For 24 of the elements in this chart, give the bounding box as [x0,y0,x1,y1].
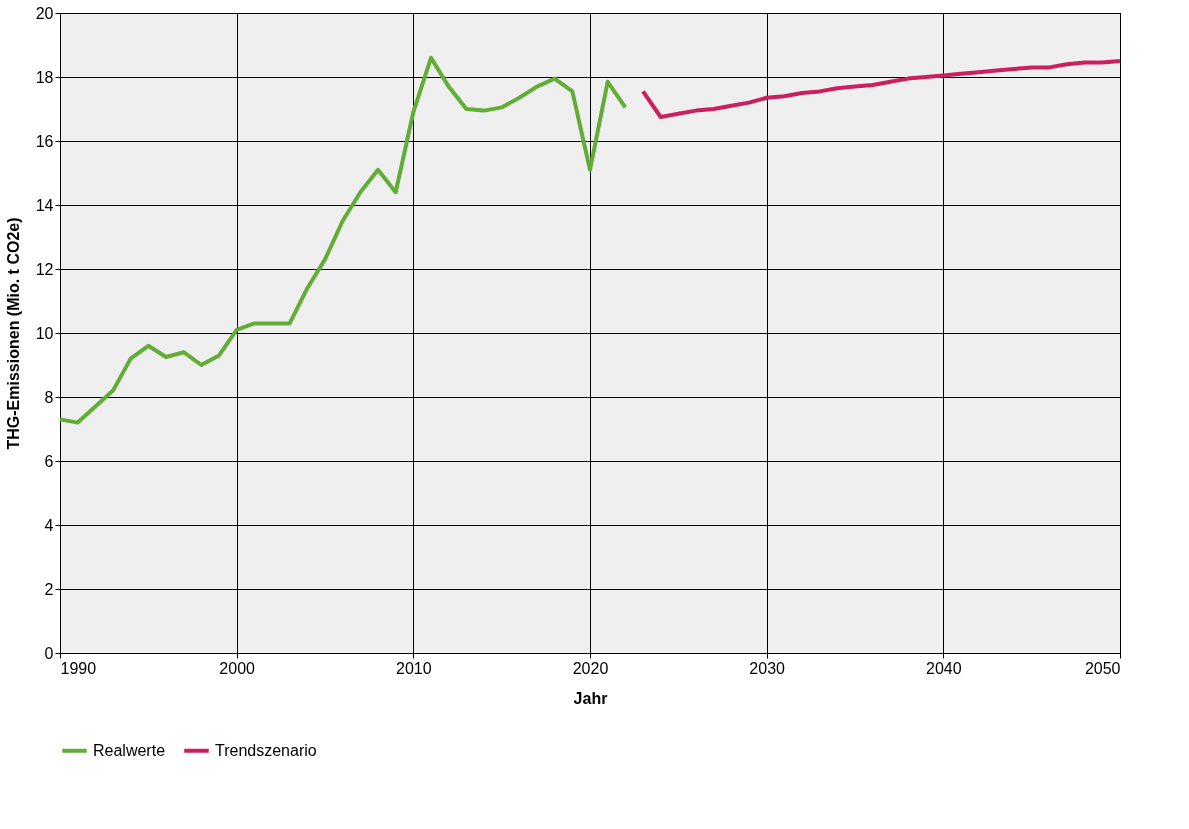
y-tick-label: 0 [44,644,54,662]
y-tick-label: 16 [35,132,54,150]
line-series [641,59,1122,119]
x-tick-label: 1990 [60,659,97,677]
y-tick-label: 2 [44,580,54,598]
line-series [58,55,628,425]
y-tick-label: 12 [35,260,54,278]
x-tick-label: 2050 [1084,659,1121,677]
y-tick-label: 18 [35,68,54,86]
y-tick-label: 10 [35,324,54,342]
x-tick-label: 2040 [926,659,962,677]
x-tick-label: 2010 [396,659,432,677]
y-tick-label: 20 [35,4,54,22]
y-tick-label: 4 [44,516,54,534]
y-tick-label: 14 [35,196,54,214]
y-axis-title: THG-Emissionen (Mio. t CO2e) [4,217,22,450]
y-tick-label: 6 [44,452,54,470]
x-axis-title: Jahr [573,689,608,707]
legend-label: Trendszenario [215,741,317,759]
x-tick-label: 2020 [572,659,609,677]
x-tick-label: 2000 [219,659,256,677]
legend-label: Realwerte [93,741,166,759]
x-tick-label: 2030 [749,659,786,677]
y-tick-label: 8 [44,388,54,406]
